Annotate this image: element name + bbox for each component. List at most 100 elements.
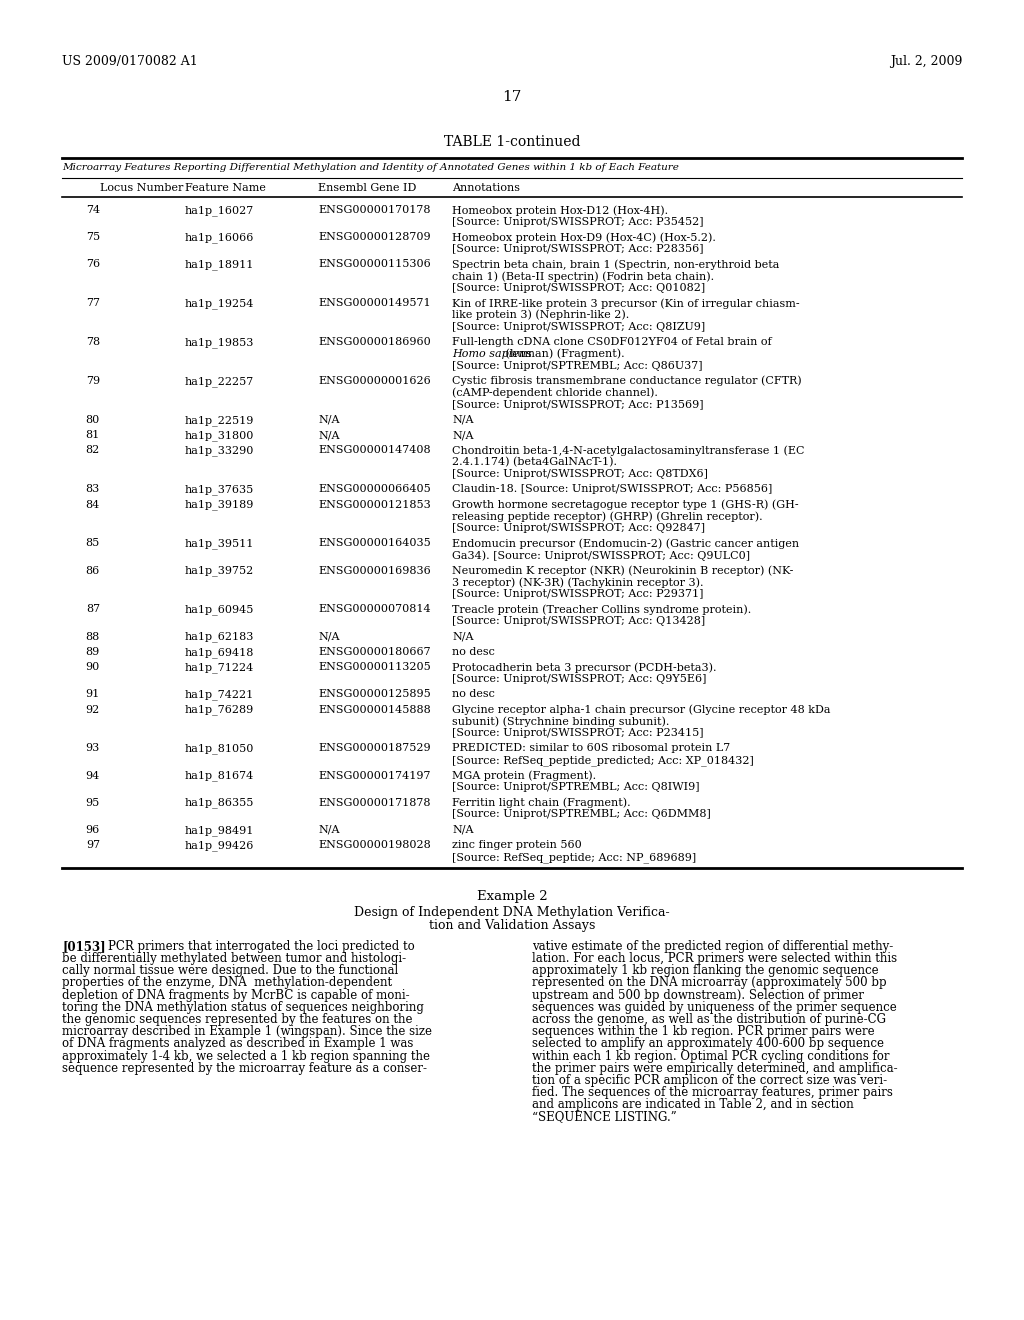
- Text: ha1p_76289: ha1p_76289: [185, 705, 254, 715]
- Text: approximately 1 kb region flanking the genomic sequence: approximately 1 kb region flanking the g…: [532, 964, 879, 977]
- Text: Microarray Features Reporting Differential Methylation and Identity of Annotated: Microarray Features Reporting Differenti…: [62, 162, 679, 172]
- Text: ha1p_16027: ha1p_16027: [185, 205, 254, 215]
- Text: 85: 85: [86, 539, 100, 549]
- Text: 93: 93: [86, 743, 100, 754]
- Text: Homeobox protein Hox-D9 (Hox-4C) (Hox-5.2).: Homeobox protein Hox-D9 (Hox-4C) (Hox-5.…: [452, 232, 716, 243]
- Text: [Source: Uniprot/SWISSPROT; Acc: Q92847]: [Source: Uniprot/SWISSPROT; Acc: Q92847]: [452, 523, 706, 533]
- Text: N/A: N/A: [452, 414, 473, 425]
- Text: ha1p_39752: ha1p_39752: [185, 565, 254, 577]
- Text: [Source: Uniprot/SWISSPROT; Acc: P28356]: [Source: Uniprot/SWISSPROT; Acc: P28356]: [452, 244, 703, 253]
- Text: and amplicons are indicated in Table 2, and in section: and amplicons are indicated in Table 2, …: [532, 1098, 854, 1111]
- Text: ENSG00000164035: ENSG00000164035: [318, 539, 431, 549]
- Text: 92: 92: [86, 705, 100, 714]
- Text: ENSG00000113205: ENSG00000113205: [318, 663, 431, 672]
- Text: ha1p_39511: ha1p_39511: [185, 539, 254, 549]
- Text: Claudin-18. [Source: Uniprot/SWISSPROT; Acc: P56856]: Claudin-18. [Source: Uniprot/SWISSPROT; …: [452, 484, 772, 494]
- Text: PREDICTED: similar to 60S ribosomal protein L7: PREDICTED: similar to 60S ribosomal prot…: [452, 743, 730, 754]
- Text: properties of the enzyme, DNA  methylation-dependent: properties of the enzyme, DNA methylatio…: [62, 977, 392, 989]
- Text: 95: 95: [86, 797, 100, 808]
- Text: [Source: Uniprot/SWISSPROT; Acc: Q9Y5E6]: [Source: Uniprot/SWISSPROT; Acc: Q9Y5E6]: [452, 675, 707, 684]
- Text: Chondroitin beta-1,4-N-acetylgalactosaminyltransferase 1 (EC: Chondroitin beta-1,4-N-acetylgalactosami…: [452, 445, 805, 455]
- Text: releasing peptide receptor) (GHRP) (Ghrelin receptor).: releasing peptide receptor) (GHRP) (Ghre…: [452, 511, 763, 521]
- Text: 90: 90: [86, 663, 100, 672]
- Text: no desc: no desc: [452, 689, 495, 700]
- Text: ENSG00000147408: ENSG00000147408: [318, 445, 431, 455]
- Text: N/A: N/A: [318, 825, 340, 834]
- Text: upstream and 500 bp downstream). Selection of primer: upstream and 500 bp downstream). Selecti…: [532, 989, 864, 1002]
- Text: ha1p_86355: ha1p_86355: [185, 797, 254, 808]
- Text: ENSG00000125895: ENSG00000125895: [318, 689, 431, 700]
- Text: [Source: Uniprot/SWISSPROT; Acc: P35452]: [Source: Uniprot/SWISSPROT; Acc: P35452]: [452, 216, 703, 227]
- Text: [Source: RefSeq_peptide; Acc: NP_689689]: [Source: RefSeq_peptide; Acc: NP_689689]: [452, 851, 696, 862]
- Text: no desc: no desc: [452, 647, 495, 657]
- Text: ha1p_98491: ha1p_98491: [185, 825, 254, 836]
- Text: ha1p_22519: ha1p_22519: [185, 414, 254, 425]
- Text: ENSG00000001626: ENSG00000001626: [318, 376, 431, 385]
- Text: ha1p_18911: ha1p_18911: [185, 259, 254, 269]
- Text: ha1p_99426: ha1p_99426: [185, 840, 254, 851]
- Text: 17: 17: [503, 90, 521, 104]
- Text: 77: 77: [86, 298, 100, 308]
- Text: 81: 81: [86, 430, 100, 440]
- Text: across the genome, as well as the distribution of purine-CG: across the genome, as well as the distri…: [532, 1012, 886, 1026]
- Text: ENSG00000170178: ENSG00000170178: [318, 205, 430, 215]
- Text: 87: 87: [86, 605, 100, 615]
- Text: Cystic fibrosis transmembrane conductance regulator (CFTR): Cystic fibrosis transmembrane conductanc…: [452, 376, 802, 387]
- Text: [Source: Uniprot/SWISSPROT; Acc: Q01082]: [Source: Uniprot/SWISSPROT; Acc: Q01082]: [452, 282, 706, 293]
- Text: Neuromedin K receptor (NKR) (Neurokinin B receptor) (NK-: Neuromedin K receptor (NKR) (Neurokinin …: [452, 565, 794, 576]
- Text: ha1p_81050: ha1p_81050: [185, 743, 254, 754]
- Text: ha1p_37635: ha1p_37635: [185, 484, 254, 495]
- Text: [Source: Uniprot/SWISSPROT; Acc: Q8IZU9]: [Source: Uniprot/SWISSPROT; Acc: Q8IZU9]: [452, 322, 706, 331]
- Text: Kin of IRRE-like protein 3 precursor (Kin of irregular chiasm-: Kin of IRRE-like protein 3 precursor (Ki…: [452, 298, 800, 309]
- Text: ha1p_69418: ha1p_69418: [185, 647, 254, 657]
- Text: of DNA fragments analyzed as described in Example 1 was: of DNA fragments analyzed as described i…: [62, 1038, 414, 1051]
- Text: approximately 1-4 kb, we selected a 1 kb region spanning the: approximately 1-4 kb, we selected a 1 kb…: [62, 1049, 430, 1063]
- Text: [Source: Uniprot/SWISSPROT; Acc: P29371]: [Source: Uniprot/SWISSPROT; Acc: P29371]: [452, 589, 703, 599]
- Text: cally normal tissue were designed. Due to the functional: cally normal tissue were designed. Due t…: [62, 964, 398, 977]
- Text: subunit) (Strychnine binding subunit).: subunit) (Strychnine binding subunit).: [452, 717, 670, 727]
- Text: [Source: RefSeq_peptide_predicted; Acc: XP_018432]: [Source: RefSeq_peptide_predicted; Acc: …: [452, 755, 754, 766]
- Text: ha1p_19853: ha1p_19853: [185, 337, 254, 347]
- Text: ha1p_33290: ha1p_33290: [185, 445, 254, 457]
- Text: ENSG00000187529: ENSG00000187529: [318, 743, 431, 754]
- Text: microarray described in Example 1 (wingspan). Since the size: microarray described in Example 1 (wings…: [62, 1026, 432, 1038]
- Text: Feature Name: Feature Name: [185, 183, 266, 193]
- Text: [Source: Uniprot/SWISSPROT; Acc: P13569]: [Source: Uniprot/SWISSPROT; Acc: P13569]: [452, 400, 703, 409]
- Text: ENSG00000169836: ENSG00000169836: [318, 565, 431, 576]
- Text: ENSG00000180667: ENSG00000180667: [318, 647, 431, 657]
- Text: 80: 80: [86, 414, 100, 425]
- Text: lation. For each locus, PCR primers were selected within this: lation. For each locus, PCR primers were…: [532, 952, 897, 965]
- Text: N/A: N/A: [452, 825, 473, 834]
- Text: PCR primers that interrogated the loci predicted to: PCR primers that interrogated the loci p…: [92, 940, 415, 953]
- Text: [Source: Uniprot/SWISSPROT; Acc: Q13428]: [Source: Uniprot/SWISSPROT; Acc: Q13428]: [452, 616, 706, 626]
- Text: 84: 84: [86, 499, 100, 510]
- Text: ENSG00000128709: ENSG00000128709: [318, 232, 431, 242]
- Text: 83: 83: [86, 484, 100, 494]
- Text: the genomic sequences represented by the features on the: the genomic sequences represented by the…: [62, 1012, 413, 1026]
- Text: 75: 75: [86, 232, 100, 242]
- Text: toring the DNA methylation status of sequences neighboring: toring the DNA methylation status of seq…: [62, 1001, 424, 1014]
- Text: Spectrin beta chain, brain 1 (Spectrin, non-erythroid beta: Spectrin beta chain, brain 1 (Spectrin, …: [452, 259, 779, 269]
- Text: ha1p_71224: ha1p_71224: [185, 663, 254, 673]
- Text: ENSG00000149571: ENSG00000149571: [318, 298, 431, 308]
- Text: sequences within the 1 kb region. PCR primer pairs were: sequences within the 1 kb region. PCR pr…: [532, 1026, 874, 1038]
- Text: 79: 79: [86, 376, 100, 385]
- Text: ha1p_39189: ha1p_39189: [185, 499, 254, 511]
- Text: Treacle protein (Treacher Collins syndrome protein).: Treacle protein (Treacher Collins syndro…: [452, 605, 752, 615]
- Text: N/A: N/A: [452, 430, 473, 440]
- Text: ha1p_60945: ha1p_60945: [185, 605, 254, 615]
- Text: 94: 94: [86, 771, 100, 780]
- Text: ha1p_74221: ha1p_74221: [185, 689, 254, 700]
- Text: 74: 74: [86, 205, 100, 215]
- Text: Jul. 2, 2009: Jul. 2, 2009: [890, 55, 962, 69]
- Text: Glycine receptor alpha-1 chain precursor (Glycine receptor 48 kDa: Glycine receptor alpha-1 chain precursor…: [452, 705, 830, 715]
- Text: ENSG00000121853: ENSG00000121853: [318, 499, 431, 510]
- Text: US 2009/0170082 A1: US 2009/0170082 A1: [62, 55, 198, 69]
- Text: ENSG00000115306: ENSG00000115306: [318, 259, 431, 269]
- Text: ha1p_62183: ha1p_62183: [185, 631, 254, 643]
- Text: [Source: Uniprot/SWISSPROT; Acc: Q8TDX6]: [Source: Uniprot/SWISSPROT; Acc: Q8TDX6]: [452, 469, 708, 479]
- Text: (cAMP-dependent chloride channel).: (cAMP-dependent chloride channel).: [452, 388, 657, 399]
- Text: N/A: N/A: [318, 631, 340, 642]
- Text: ha1p_19254: ha1p_19254: [185, 298, 254, 309]
- Text: 78: 78: [86, 337, 100, 347]
